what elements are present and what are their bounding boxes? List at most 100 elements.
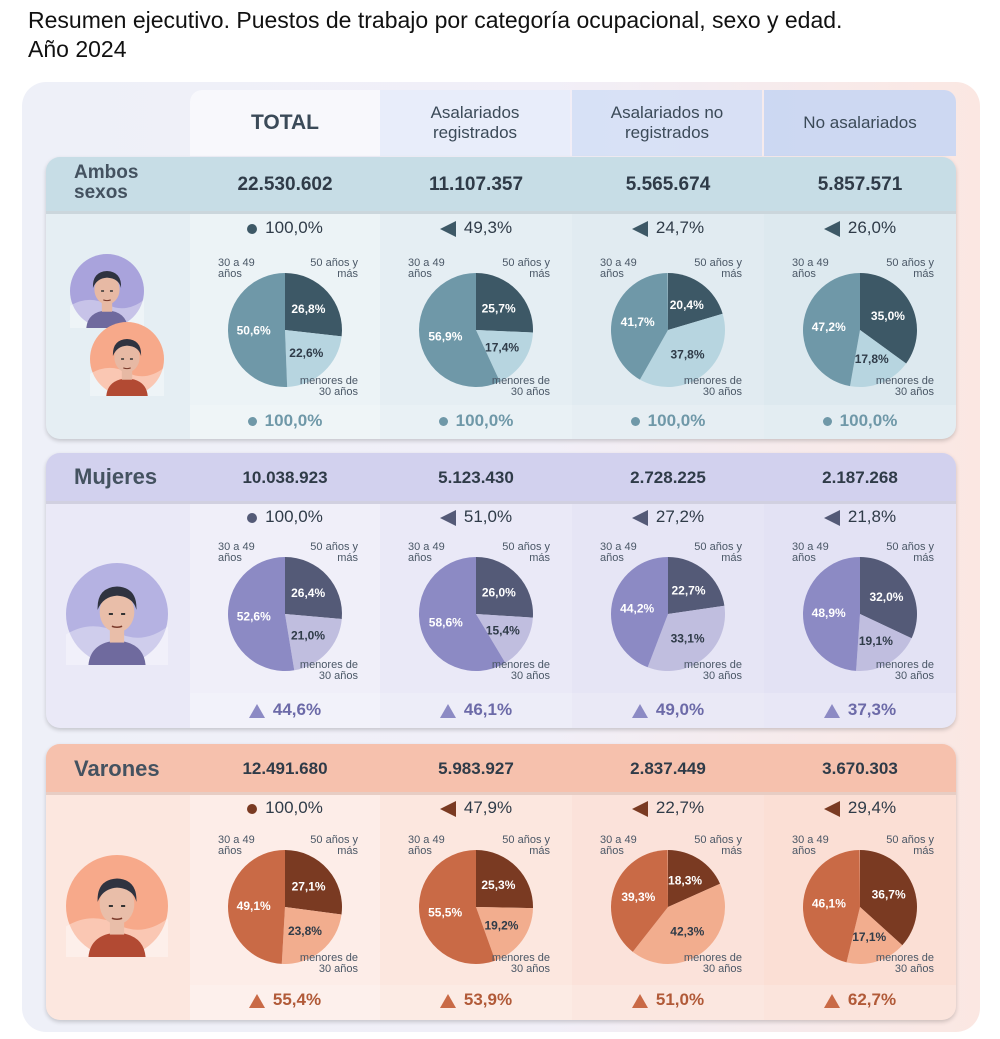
- slice-30-49: [419, 273, 500, 387]
- group-pct-row: 100,0%: [764, 411, 956, 431]
- slice-menores-30: [476, 907, 533, 961]
- slice-label: 17,4%: [485, 340, 519, 354]
- group-header-band: [46, 157, 956, 211]
- age-label-menores-30: menores de 30 años: [875, 659, 934, 682]
- age-label-menores-30: menores de 30 años: [683, 375, 742, 398]
- slice-label: 22,7%: [671, 583, 705, 597]
- group-pct-value: 53,9%: [463, 990, 513, 1009]
- slice-30-49: [803, 273, 860, 387]
- slice-30-49: [611, 557, 668, 668]
- title-line-2: Año 2024: [28, 36, 127, 62]
- pie-chart-ambos-sexos-total: 26,8% 22,6% 50,6%: [228, 273, 342, 387]
- age-label-menores-30: menores de 30 años: [875, 952, 934, 975]
- share-row: 100,0%: [190, 798, 380, 818]
- group-header-band: [46, 453, 956, 501]
- group-total-registrados: 5.123.430: [438, 467, 514, 487]
- age-label-menores-30: menores de 30 años: [491, 952, 550, 975]
- pie-chart-ambos-sexos-no-registrados: 20,4% 37,8% 41,7%: [611, 273, 725, 387]
- group-total-no-asalariados: 5.857.571: [817, 173, 903, 195]
- slice-label: 39,3%: [621, 890, 655, 904]
- group-pct-row: 100,0%: [572, 411, 764, 431]
- group-pct-row: 51,0%: [572, 990, 764, 1010]
- group-total-total: 12.491.680: [242, 758, 328, 778]
- dot-icon: [822, 417, 832, 427]
- triangle-icon: [631, 993, 648, 1008]
- wedge-icon: [631, 220, 648, 237]
- slice-50-mas: [476, 273, 533, 333]
- wedge-icon: [439, 800, 456, 817]
- pie-chart-varones-no-asalariados: 36,7% 17,1% 46,1%: [803, 850, 917, 964]
- slice-menores-30: [476, 330, 533, 382]
- group-pct-value: 46,1%: [463, 700, 513, 719]
- age-label-30-49: 30 a 49 años: [792, 257, 829, 280]
- group-label-varones: Varones: [74, 756, 160, 781]
- share-value: 21,8%: [847, 507, 897, 526]
- slice-label: 36,7%: [872, 887, 906, 901]
- group-header-shadow: [46, 501, 956, 504]
- share-value: 49,3%: [463, 218, 513, 237]
- slice-label: 56,9%: [428, 330, 462, 344]
- slice-30-49: [419, 850, 496, 964]
- slice-30-49: [227, 557, 295, 671]
- slice-50-mas: [860, 850, 917, 946]
- slice-50-mas: [668, 850, 721, 907]
- group-pct-row: 53,9%: [380, 990, 572, 1010]
- slice-label: 26,8%: [291, 302, 325, 316]
- page-title: Resumen ejecutivo. Puestos de trabajo po…: [28, 6, 842, 64]
- wedge-icon: [631, 800, 648, 817]
- group-label-mujeres: Mujeres: [74, 464, 158, 489]
- slice-label: 58,6%: [429, 615, 463, 629]
- age-label-50-mas: 50 años y más: [694, 834, 742, 857]
- age-label-30-49: 30 a 49 años: [218, 257, 255, 280]
- wedge-icon: [439, 509, 456, 526]
- share-row: 100,0%: [190, 507, 380, 527]
- pie-chart-mujeres-no-asalariados: 32,0% 19,1% 48,9%: [802, 557, 917, 671]
- group-header-band: [46, 744, 956, 792]
- pie-chart-varones-registrados: 25,3% 19,2% 55,5%: [419, 850, 533, 964]
- slice-label: 44,2%: [620, 601, 654, 615]
- slice-label: 37,8%: [671, 348, 705, 362]
- group-pct-row: 44,6%: [190, 700, 380, 720]
- slice-30-49: [611, 273, 668, 380]
- pie-chart-mujeres-total: 26,4% 21,0% 52,6%: [227, 557, 342, 671]
- slice-label: 42,3%: [670, 925, 704, 939]
- group-pct-value: 100,0%: [839, 411, 898, 430]
- wedge-icon: [439, 220, 456, 237]
- share-value: 26,0%: [847, 218, 897, 237]
- age-label-50-mas: 50 años y más: [886, 834, 934, 857]
- slice-30-49: [802, 557, 860, 671]
- slice-label: 17,8%: [855, 352, 889, 366]
- slice-50-mas: [476, 557, 533, 618]
- slice-label: 18,3%: [668, 874, 702, 888]
- slice-30-49: [419, 557, 506, 671]
- group-pct-row: 100,0%: [190, 411, 380, 431]
- share-value: 29,4%: [847, 798, 897, 817]
- group-pct-value: 100,0%: [264, 411, 323, 430]
- column-header-no-registrados: Asalariados no registrados: [572, 90, 762, 156]
- slice-label: 20,4%: [670, 298, 704, 312]
- age-label-30-49: 30 a 49 años: [218, 541, 255, 564]
- dot-icon: [247, 223, 258, 234]
- slice-50-mas: [860, 273, 917, 364]
- dot-icon: [630, 417, 640, 427]
- pie-chart-varones-no-registrados: 18,3% 42,3% 39,3%: [611, 850, 725, 964]
- share-value: 27,2%: [655, 507, 705, 526]
- age-label-50-mas: 50 años y más: [694, 541, 742, 564]
- age-label-menores-30: menores de 30 años: [683, 952, 742, 975]
- slice-label: 19,2%: [484, 918, 518, 932]
- group-pct-value: 49,0%: [655, 700, 705, 719]
- group-total-no-registrados: 2.837.449: [630, 758, 706, 778]
- slice-30-49: [228, 850, 285, 964]
- slice-label: 22,6%: [289, 346, 323, 360]
- age-label-30-49: 30 a 49 años: [408, 257, 445, 280]
- column-header-no-asalariados: No asalariados: [764, 90, 956, 156]
- share-row: 100,0%: [190, 218, 380, 238]
- slice-50-mas: [285, 273, 342, 337]
- group-total-total: 10.038.923: [242, 467, 328, 487]
- man-avatar: [66, 855, 168, 957]
- slice-50-mas: [668, 273, 723, 330]
- age-label-menores-30: menores de 30 años: [491, 659, 550, 682]
- pie-chart-ambos-sexos-registrados: 25,7% 17,4% 56,9%: [419, 273, 533, 387]
- column-header-registrados: Asalariados registrados: [380, 90, 570, 156]
- age-label-50-mas: 50 años y más: [694, 257, 742, 280]
